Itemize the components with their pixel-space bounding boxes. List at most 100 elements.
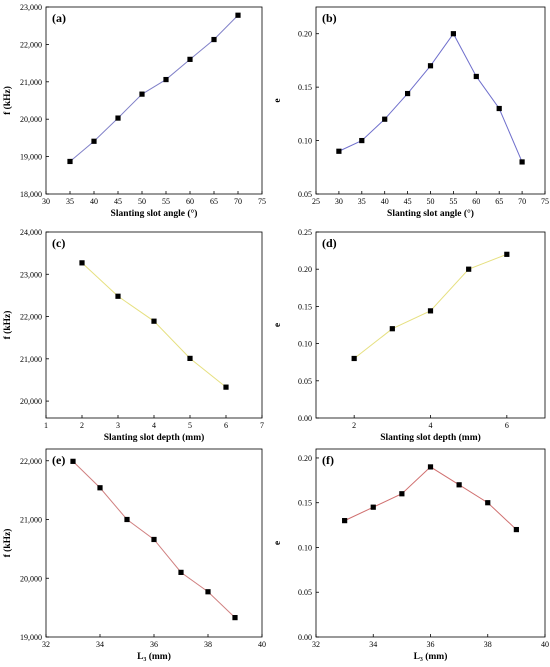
data-point: [427, 308, 434, 314]
x-tick-label: 70: [234, 197, 242, 206]
x-tick-label: 25: [312, 197, 320, 206]
x-tick-label: 32: [312, 640, 320, 649]
data-point: [342, 518, 348, 524]
data-point: [496, 105, 502, 112]
x-tick-label: 35: [358, 197, 366, 206]
x-tick-label: 34: [96, 640, 104, 649]
data-point: [456, 482, 462, 488]
y-tick-label: 23,000: [20, 3, 42, 12]
x-tick-label: 3: [116, 421, 120, 430]
x-axis-title: Slanting slot angle (°): [111, 208, 198, 219]
x-tick-label: 70: [518, 197, 526, 206]
data-point: [399, 491, 405, 497]
data-point: [427, 464, 434, 470]
y-axis-title: f (kHz): [2, 529, 13, 558]
x-tick-label: 45: [114, 197, 122, 206]
y-tick-label: 22,000: [20, 313, 42, 322]
x-tick-label: 55: [162, 197, 170, 206]
y-axis-title: e: [273, 323, 283, 327]
y-tick-label: 20,000: [20, 115, 42, 124]
x-tick-label: 60: [186, 197, 194, 206]
panel-label: (e): [52, 453, 65, 467]
data-point: [351, 355, 357, 362]
x-tick-label: 36: [150, 640, 158, 649]
y-tick-label: 0.15: [298, 83, 312, 92]
x-tick-label: 6: [505, 421, 509, 430]
y-axis-title: e: [273, 98, 283, 102]
x-tick-label: 36: [427, 640, 435, 649]
x-tick-label: 60: [472, 197, 480, 206]
data-point: [163, 76, 169, 83]
x-tick-label: 5: [188, 421, 192, 430]
chart-panel-f: 32 34 36 38 40 0.00 0.05 0.10 0.15 0.20 L₃ (mm) e (f…: [273, 448, 549, 662]
plot-frame: [315, 6, 546, 195]
chart-panel-a: 30 35 40 45 50 55 60 65 70 75 18,000 19,000 20,000 21…: [2, 3, 266, 219]
plot-frame: [315, 448, 546, 638]
data-point: [466, 266, 472, 272]
x-tick-label: 40: [381, 197, 389, 206]
x-axis-title: L₃ (mm): [414, 651, 448, 662]
y-tick-label: 0.25: [298, 228, 312, 237]
data-point: [519, 159, 525, 165]
data-point: [223, 384, 229, 390]
data-point: [67, 158, 73, 165]
y-tick-label: 0.05: [298, 190, 312, 199]
y-tick-label: 0.10: [298, 137, 312, 146]
chart-panel-c: 1 2 3 4 5 6 7 20,000 21,000 22,000 23,000 24,000 Sla…: [2, 228, 264, 443]
data-point: [79, 260, 85, 266]
data-point: [405, 90, 411, 97]
chart-panel-d: 2 4 6 0.00 0.05 0.10 0.15 0.20 0.25 Slanting slot…: [273, 228, 546, 443]
series-line: [344, 466, 517, 530]
y-tick-label: 19,000: [20, 153, 42, 162]
y-tick-label: 20,000: [20, 397, 42, 406]
y-tick-label: 22,000: [20, 40, 42, 49]
y-axis-title: f (kHz): [2, 86, 13, 115]
data-point: [151, 536, 157, 543]
x-tick-label: 6: [224, 421, 228, 430]
x-tick-label: 40: [90, 197, 98, 206]
data-point: [473, 73, 479, 80]
data-point: [485, 500, 491, 506]
x-tick-label: 2: [352, 421, 356, 430]
y-tick-label: 0.00: [298, 633, 312, 642]
y-tick-label: 21,000: [20, 78, 42, 87]
y-tick-label: 21,000: [20, 516, 42, 525]
x-tick-label: 65: [210, 197, 218, 206]
x-tick-label: 75: [258, 197, 266, 206]
plot-frame: [45, 6, 263, 195]
data-point: [124, 516, 130, 523]
panel-label: (b): [322, 11, 337, 25]
x-tick-label: 40: [258, 640, 266, 649]
y-tick-label: 23,000: [20, 270, 42, 279]
data-point: [389, 326, 395, 332]
y-tick-label: 21,000: [20, 355, 42, 364]
plot-frame: [315, 231, 546, 419]
x-tick-label: 32: [42, 640, 50, 649]
panel-label: (d): [322, 236, 337, 250]
plot-frame: [45, 448, 263, 638]
y-tick-label: 0.05: [298, 377, 312, 386]
data-point: [151, 318, 157, 324]
data-point: [504, 251, 510, 257]
chart-panel-b: 25 30 35 40 45 50 55 60 65 70 75 0.05 0.10 0.15 0.20 Sl…: [273, 6, 549, 219]
x-tick-label: 45: [404, 197, 412, 206]
series-line: [69, 14, 239, 162]
data-point: [205, 589, 211, 595]
panel-label: (a): [52, 11, 66, 25]
x-tick-label: 40: [541, 640, 549, 649]
y-axis-title: e: [273, 541, 283, 545]
data-point: [513, 526, 519, 533]
panel-label: (f): [322, 453, 334, 467]
x-tick-label: 75: [541, 197, 549, 206]
y-tick-label: 0.00: [298, 414, 312, 423]
x-tick-label: 1: [44, 421, 48, 430]
data-point: [91, 138, 97, 144]
data-point: [139, 91, 145, 97]
x-tick-label: 4: [429, 421, 433, 430]
y-tick-label: 20,000: [20, 574, 42, 583]
x-axis-title: L₃ (mm): [137, 651, 171, 662]
data-point: [232, 615, 238, 621]
y-tick-label: 19,000: [20, 633, 42, 642]
data-point: [115, 293, 121, 299]
